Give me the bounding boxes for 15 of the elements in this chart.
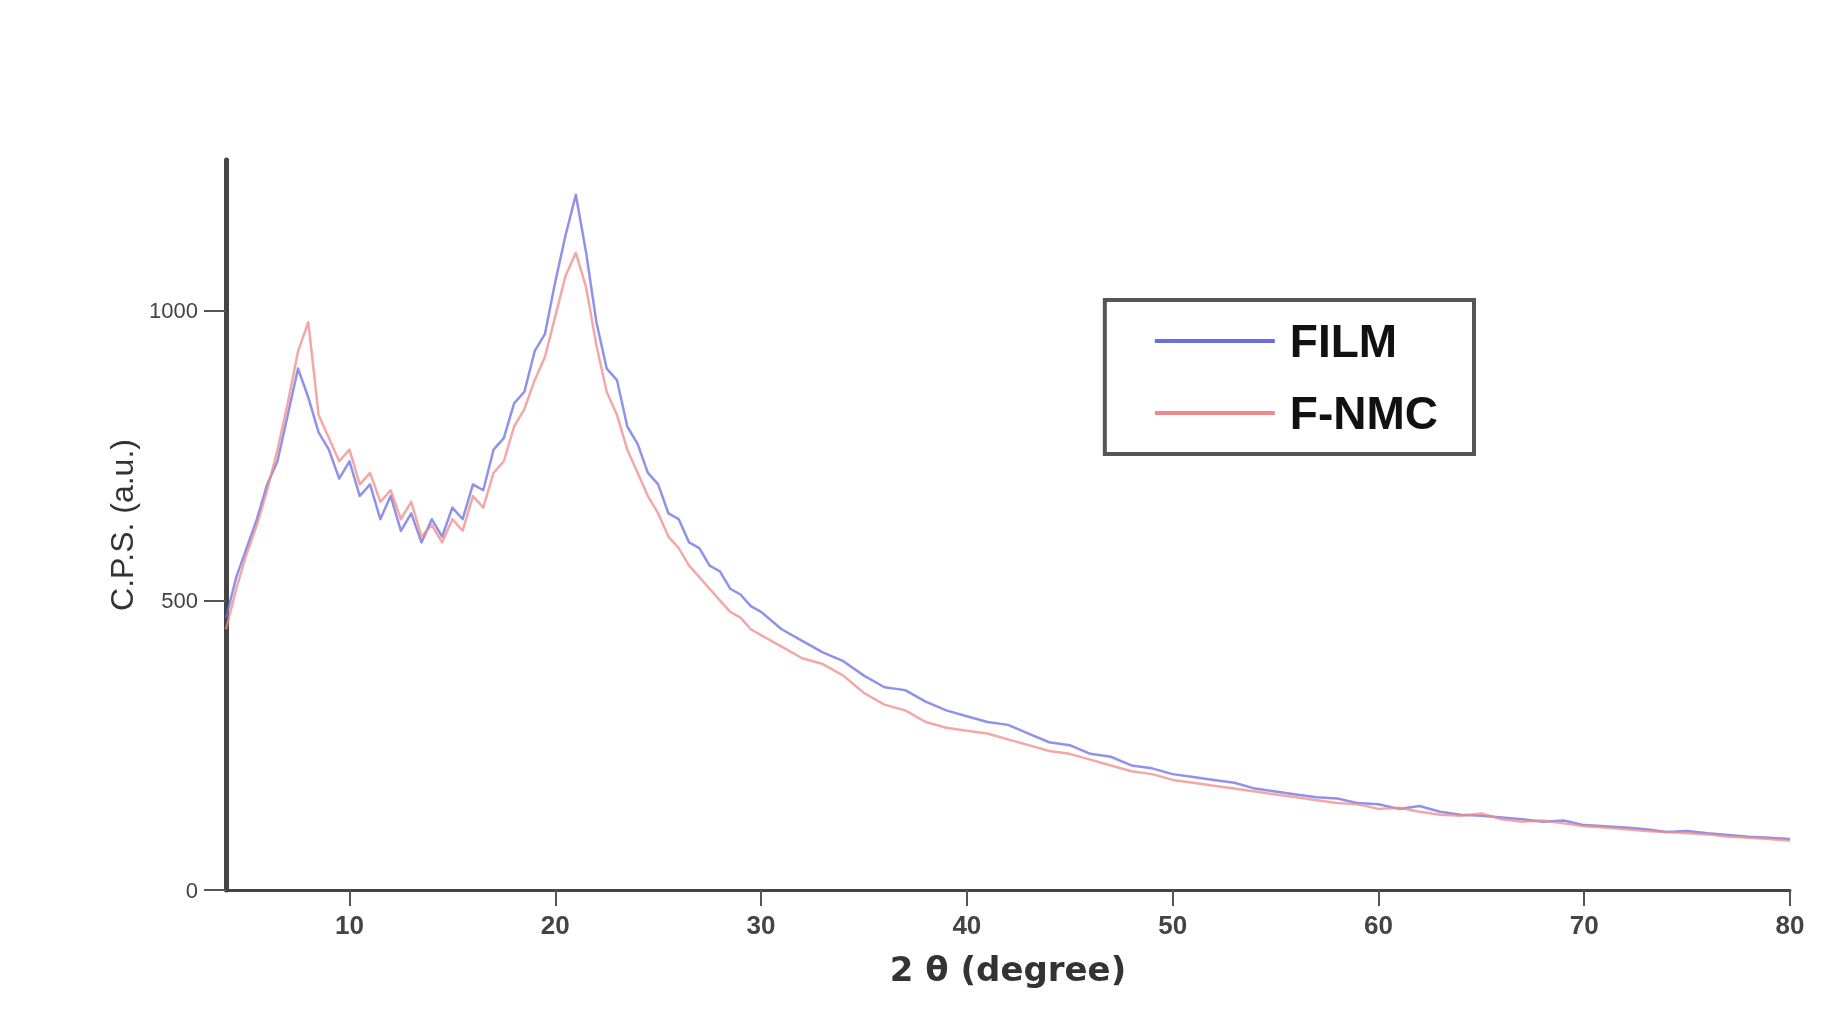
x-tick-label: 80 [1775,910,1805,940]
y-axis-title: C.P.S. (a.u.) [104,439,141,611]
x-tick-label: 50 [1158,910,1188,940]
x-tick-label: 70 [1569,910,1599,940]
y-tick-label: 0 [185,877,198,903]
x-tick-label: 30 [746,910,776,940]
x-tick-label: 20 [540,910,570,940]
y-tick-label: 500 [161,587,198,613]
x-tick-label: 60 [1363,910,1393,940]
x-axis-title: 2 θ (degree) [889,949,1127,989]
x-tick-label: 40 [952,910,982,940]
legend-label: F-NMC [1289,387,1439,439]
x-tick-label: 10 [335,910,364,940]
y-tick-label: 1000 [149,298,198,324]
legend-label: FILM [1289,315,1398,367]
